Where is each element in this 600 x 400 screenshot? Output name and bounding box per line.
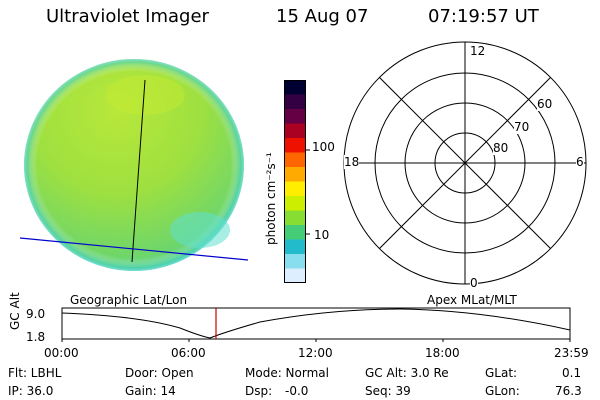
altitude-xtick: 00:00 bbox=[44, 346, 79, 360]
colorbar-unit-label: photon cm⁻²s⁻¹ bbox=[264, 152, 278, 245]
info-dsp-value: -0.0 bbox=[285, 384, 309, 398]
colorbar-segment bbox=[284, 196, 306, 211]
altitude-xtick: 23:59 bbox=[554, 346, 589, 360]
colorbar-segment bbox=[284, 210, 306, 226]
info-ip: IP: 36.0 bbox=[8, 384, 54, 398]
info-seq: Seq: 39 bbox=[365, 384, 411, 398]
altitude-ytick-bottom: 1.8 bbox=[26, 330, 46, 344]
colorbar-tick-100: 100 bbox=[312, 140, 335, 154]
colorbar-segment bbox=[284, 80, 306, 95]
uv-image-panel bbox=[19, 59, 249, 271]
altitude-xtick: 18:00 bbox=[425, 346, 460, 360]
colorbar-segment bbox=[284, 109, 306, 124]
mlt-label-6: 6 bbox=[576, 155, 584, 169]
colorbar-segment bbox=[284, 152, 306, 168]
colorbar-segment bbox=[284, 254, 306, 269]
info-filter: Flt: LBHL bbox=[8, 366, 62, 380]
info-glon-label: GLon: bbox=[485, 384, 520, 398]
colorbar-segment bbox=[284, 123, 306, 139]
info-gain: Gain: 14 bbox=[125, 384, 176, 398]
info-gc-alt: GC Alt: 3.0 Re bbox=[365, 366, 449, 380]
colorbar-segment bbox=[284, 138, 306, 153]
bright-patch bbox=[170, 212, 230, 248]
altitude-strip-plot bbox=[61, 307, 571, 342]
info-mode: Mode: Normal bbox=[245, 366, 329, 380]
info-glat-label: GLat: bbox=[485, 366, 518, 380]
time-label: 07:19:57 UT bbox=[428, 6, 539, 27]
altitude-ylabel: GC Alt bbox=[8, 292, 22, 330]
colorbar-segment bbox=[284, 167, 306, 182]
info-glat-value: 0.1 bbox=[562, 366, 582, 380]
altitude-xtick: 06:00 bbox=[171, 346, 206, 360]
polar-mlat-mlt-plot bbox=[343, 41, 587, 285]
colorbar-segment bbox=[284, 268, 306, 283]
mlt-label-12: 12 bbox=[470, 44, 486, 58]
colorbar-segment bbox=[284, 239, 306, 255]
colorbar-border bbox=[284, 80, 306, 283]
colorbar-tick-10: 10 bbox=[314, 228, 330, 242]
info-glon-value: 76.3 bbox=[555, 384, 582, 398]
meridian-line bbox=[131, 79, 146, 263]
colorbar-segment bbox=[284, 181, 306, 197]
geographic-label: Geographic Lat/Lon bbox=[70, 293, 188, 307]
colorbar-segment bbox=[284, 225, 306, 240]
altitude-curve bbox=[61, 308, 571, 339]
info-dsp-label: Dsp: bbox=[245, 384, 273, 398]
mlt-label-18: 18 bbox=[344, 155, 360, 169]
mlt-label-0: 0 bbox=[470, 276, 478, 290]
date-label: 15 Aug 07 bbox=[276, 6, 369, 27]
info-door: Door: Open bbox=[125, 366, 194, 380]
colorbar-segment bbox=[284, 94, 306, 110]
mlat-label-60: 60 bbox=[537, 97, 553, 111]
mlat-label-80: 80 bbox=[493, 141, 509, 155]
colorbar bbox=[284, 80, 306, 283]
bright-patch bbox=[105, 75, 185, 115]
altitude-xtick: 12:00 bbox=[298, 346, 333, 360]
instrument-title: Ultraviolet Imager bbox=[46, 6, 209, 27]
colorbar-ticks bbox=[306, 149, 310, 235]
mlat-label-70: 70 bbox=[514, 120, 530, 134]
apex-label: Apex MLat/MLT bbox=[427, 293, 517, 307]
altitude-ytick-top: 9.0 bbox=[26, 307, 46, 321]
geographic-equator-line bbox=[19, 237, 249, 261]
